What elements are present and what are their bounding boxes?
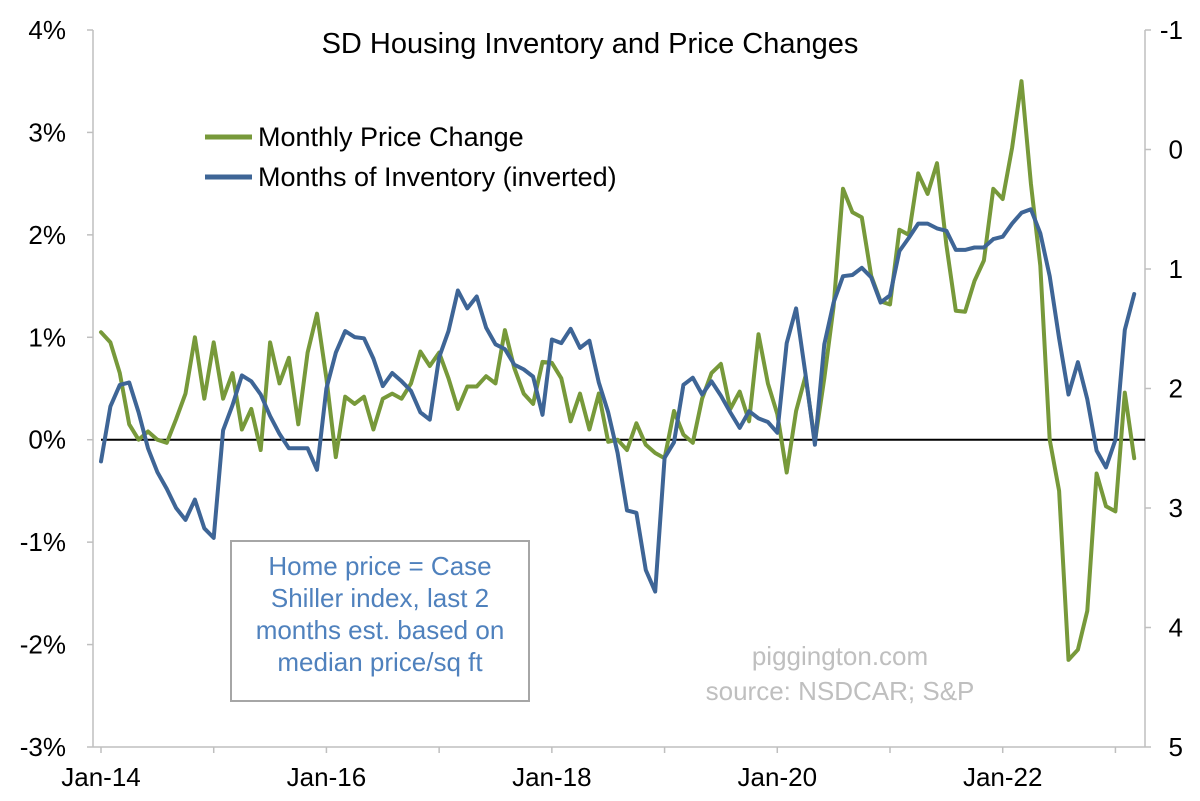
left-tick-label: 1% xyxy=(28,322,66,352)
series-line-price-change xyxy=(99,79,1137,662)
left-tick-label: 4% xyxy=(28,15,66,45)
series-lines xyxy=(99,79,1137,662)
legend-label-price: Monthly Price Change xyxy=(258,122,524,152)
right-tick-label: 2 xyxy=(1169,374,1183,404)
x-tick-label: Jan-16 xyxy=(287,762,367,792)
annotation-line-2: Shiller index, last 2 xyxy=(270,583,490,613)
left-axis-ticks: -3% -2% -1% 0% 1% 2% 3% 4% xyxy=(20,15,93,762)
chart-title: SD Housing Inventory and Price Changes xyxy=(322,28,859,60)
x-tick-label: Jan-18 xyxy=(512,762,592,792)
left-tick-label: -3% xyxy=(20,732,66,762)
credit-site: piggington.com xyxy=(751,641,929,671)
right-tick-label: 3 xyxy=(1169,493,1183,523)
left-tick-label: -2% xyxy=(20,630,66,660)
legend-label-inventory: Months of Inventory (inverted) xyxy=(258,162,617,192)
credit-source: source: NSDCAR; S&P xyxy=(705,676,975,706)
right-tick-label: -1 xyxy=(1160,15,1183,45)
x-tick-label: Jan-14 xyxy=(61,762,141,792)
right-tick-label: 0 xyxy=(1169,135,1183,165)
left-tick-label: 3% xyxy=(28,117,66,147)
right-axis-ticks: -1 0 1 2 3 4 5 xyxy=(1145,15,1183,762)
x-tick-label: Jan-20 xyxy=(738,762,818,792)
x-tick-label: Jan-22 xyxy=(963,762,1043,792)
x-axis-ticks: Jan-14 Jan-16 Jan-18 Jan-20 Jan-22 xyxy=(61,747,1117,792)
right-tick-label: 5 xyxy=(1169,732,1183,762)
series-line-inventory xyxy=(99,207,1137,594)
right-tick-label: 4 xyxy=(1169,613,1183,643)
annotation-line-3: months est. based on xyxy=(255,615,505,645)
annotation-line-4: median price/sq ft xyxy=(277,647,483,677)
left-tick-label: 0% xyxy=(28,425,66,455)
annotation-box: Home price = Case Shiller index, last 2 … xyxy=(230,540,530,702)
left-tick-label: 2% xyxy=(28,220,66,250)
annotation-line-1: Home price = Case xyxy=(268,551,492,581)
left-tick-label: -1% xyxy=(20,527,66,557)
right-tick-label: 1 xyxy=(1169,254,1183,284)
legend: Monthly Price Change Months of Inventory… xyxy=(205,122,617,192)
